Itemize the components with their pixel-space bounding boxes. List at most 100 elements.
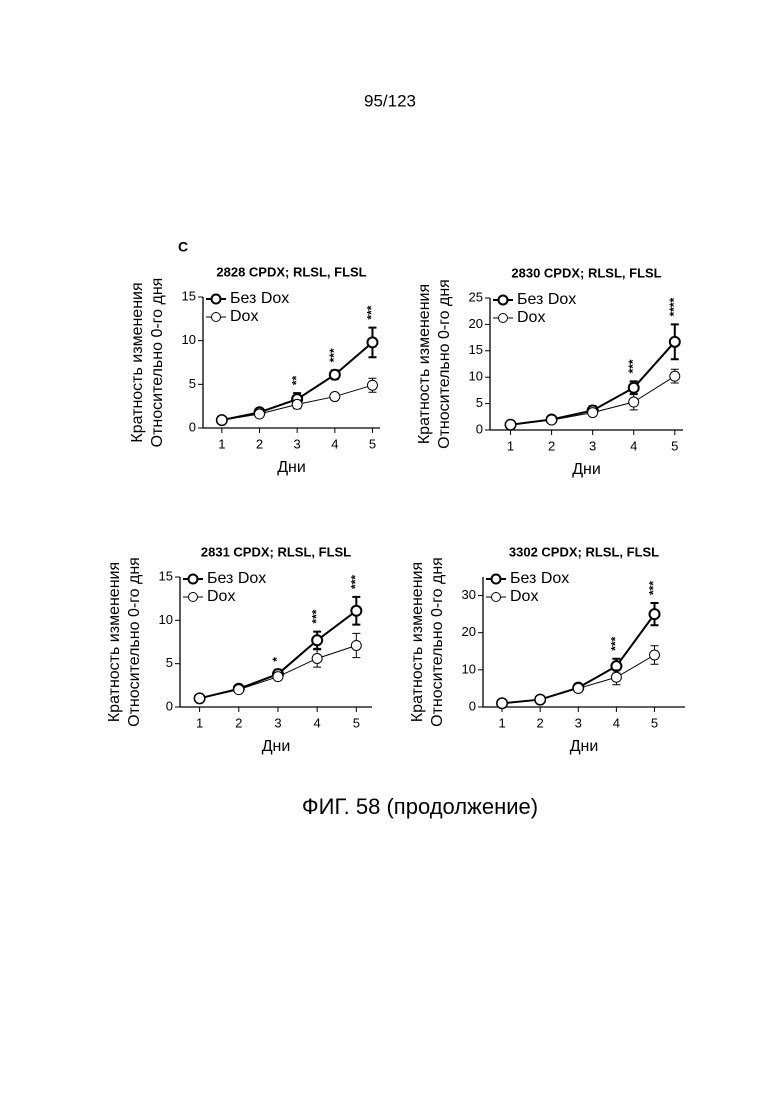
y-axis-label: Кратность изменения	[129, 282, 146, 442]
legend-label: Dox	[207, 588, 235, 605]
series-line	[200, 611, 357, 699]
marker	[588, 408, 598, 418]
y-tick-label: 0	[189, 419, 196, 434]
y-axis-label: Относительно 0-го дня	[436, 279, 453, 449]
marker	[670, 371, 680, 381]
x-tick-label: 1	[218, 436, 225, 451]
y-tick-label: 10	[469, 369, 483, 384]
marker	[351, 640, 361, 650]
x-tick-label: 4	[630, 438, 637, 453]
marker	[670, 337, 680, 347]
y-tick-label: 0	[166, 698, 173, 713]
chart: 2830 CPDX; RLSL, FLSL051015202512345ДниК…	[416, 265, 683, 478]
legend-label: Без Dox	[510, 570, 569, 587]
legend-marker	[492, 593, 501, 602]
significance: ***	[348, 575, 362, 589]
y-tick-label: 10	[462, 661, 476, 676]
marker	[367, 337, 377, 347]
x-tick-label: 5	[353, 715, 360, 730]
significance: ***	[365, 305, 379, 319]
marker	[330, 370, 340, 380]
legend-marker	[499, 296, 508, 305]
x-tick-label: 5	[369, 436, 376, 451]
marker	[629, 383, 639, 393]
x-tick-label: 1	[498, 715, 505, 730]
legend-marker	[499, 314, 508, 323]
significance: *	[270, 657, 284, 662]
x-axis-label: Дни	[277, 459, 306, 476]
caption: ФИГ. 58 (продолжение)	[302, 794, 538, 819]
chart: 3302 CPDX; RLSL, FLSL010203012345ДниКрат…	[409, 544, 685, 755]
y-tick-label: 15	[182, 288, 196, 303]
x-tick-label: 3	[575, 715, 582, 730]
legend-marker	[189, 593, 198, 602]
page: 95/123 C ФИГ. 58 (продолжение) 2828 CPDX…	[0, 0, 780, 1103]
x-tick-label: 3	[589, 438, 596, 453]
marker	[650, 609, 660, 619]
series-line	[502, 655, 654, 703]
y-tick-label: 15	[159, 568, 173, 583]
marker	[195, 693, 205, 703]
significance: ***	[309, 609, 323, 623]
marker	[497, 698, 507, 708]
legend-label: Dox	[230, 308, 258, 325]
y-tick-label: 5	[189, 376, 196, 391]
legend-label: Без Dox	[230, 290, 289, 307]
chart: 2828 CPDX; RLSL, FLSL05101512345ДниКратн…	[129, 264, 380, 476]
x-tick-label: 4	[331, 436, 338, 451]
marker	[312, 635, 322, 645]
y-tick-label: 20	[462, 624, 476, 639]
legend-label: Без Dox	[207, 570, 266, 587]
y-axis-label: Относительно 0-го дня	[429, 557, 446, 727]
marker	[330, 392, 340, 402]
marker	[351, 606, 361, 616]
marker	[217, 415, 227, 425]
marker	[312, 653, 322, 663]
marker	[547, 415, 557, 425]
x-tick-label: 2	[235, 715, 242, 730]
y-axis-label: Относительно 0-го дня	[149, 278, 166, 448]
y-tick-label: 5	[476, 395, 483, 410]
marker	[254, 409, 264, 419]
x-axis-label: Дни	[262, 738, 291, 755]
y-axis-label: Относительно 0-го дня	[126, 557, 143, 727]
panel-label: C	[178, 239, 188, 255]
y-axis-label: Кратность изменения	[106, 562, 123, 722]
marker	[573, 683, 583, 693]
marker	[273, 672, 283, 682]
legend-marker	[189, 575, 198, 584]
x-tick-label: 1	[196, 715, 203, 730]
x-tick-label: 4	[613, 715, 620, 730]
marker	[506, 420, 516, 430]
x-tick-label: 5	[671, 438, 678, 453]
chart-title: 3302 CPDX; RLSL, FLSL	[509, 544, 659, 559]
marker	[367, 380, 377, 390]
legend-marker	[212, 313, 221, 322]
legend-label: Dox	[517, 309, 545, 326]
legend-label: Без Dox	[517, 291, 576, 308]
marker	[292, 399, 302, 409]
chart-title: 2831 CPDX; RLSL, FLSL	[201, 544, 351, 559]
y-axis-label: Кратность изменения	[409, 562, 426, 722]
legend-marker	[212, 295, 221, 304]
significance: ****	[667, 297, 681, 316]
x-tick-label: 5	[651, 715, 658, 730]
y-tick-label: 0	[476, 421, 483, 436]
significance: ***	[626, 359, 640, 373]
y-tick-label: 10	[159, 612, 173, 627]
y-tick-label: 10	[182, 332, 196, 347]
significance: ***	[609, 636, 623, 650]
y-tick-label: 0	[469, 698, 476, 713]
chart-title: 2830 CPDX; RLSL, FLSL	[511, 265, 661, 280]
x-tick-label: 2	[256, 436, 263, 451]
x-tick-label: 2	[548, 438, 555, 453]
x-tick-label: 3	[274, 715, 281, 730]
marker	[629, 397, 639, 407]
legend-label: Dox	[510, 588, 538, 605]
page-number: 95/123	[364, 91, 416, 110]
marker	[535, 695, 545, 705]
x-tick-label: 2	[537, 715, 544, 730]
marker	[234, 685, 244, 695]
chart: 2831 CPDX; RLSL, FLSL05101512345ДниКратн…	[106, 544, 372, 755]
x-tick-label: 1	[507, 438, 514, 453]
